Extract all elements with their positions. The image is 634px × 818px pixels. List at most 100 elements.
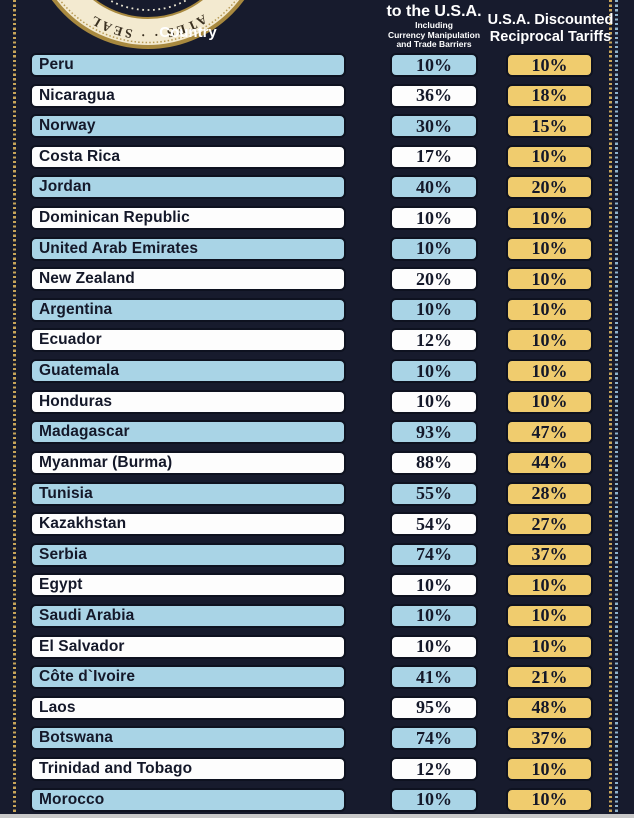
- column-header-country: Country: [159, 24, 217, 41]
- discounted-tariff-cell: 10%: [506, 573, 593, 598]
- tariff-charged-cell: 30%: [390, 114, 478, 139]
- table-row: Peru 10% 10%: [0, 53, 634, 84]
- country-cell: Kazakhstan: [30, 512, 346, 537]
- bottom-edge-strip: [0, 814, 634, 818]
- country-cell: Argentina: [30, 297, 346, 322]
- table-row: Myanmar (Burma) 88% 44%: [0, 450, 634, 482]
- table-row: Kazakhstan 54% 27%: [0, 512, 634, 543]
- tariff-charged-cell: 10%: [390, 787, 478, 812]
- tariff-charged-cell: 74%: [390, 542, 478, 567]
- country-cell: Tunisia: [30, 481, 346, 506]
- discounted-tariff-cell: 10%: [506, 389, 593, 414]
- column-header-discounted-tariffs: U.S.A. Discounted Reciprocal Tariffs: [478, 12, 623, 46]
- tariff-charged-cell: 10%: [390, 573, 478, 598]
- table-row: Ecuador 12% 10%: [0, 328, 634, 359]
- discounted-tariff-cell: 37%: [506, 726, 593, 751]
- discounted-tariff-cell: 44%: [506, 450, 593, 475]
- country-cell: Myanmar (Burma): [30, 450, 346, 475]
- country-cell: Trinidad and Tobago: [30, 757, 346, 782]
- charged-header-sub1: Including: [415, 20, 453, 30]
- table-row: Nicaragua 36% 18%: [0, 83, 634, 115]
- country-cell: Dominican Republic: [30, 206, 346, 231]
- frame-dotted-line-right-gold: [609, 0, 612, 818]
- tariff-charged-cell: 88%: [390, 450, 478, 475]
- country-cell: Côte d`Ivoire: [30, 665, 346, 690]
- country-cell: Madagascar: [30, 420, 346, 445]
- tariff-charged-cell: 10%: [390, 359, 478, 384]
- tariff-charged-cell: 12%: [390, 757, 478, 782]
- tariff-charged-cell: 10%: [390, 236, 478, 261]
- table-row: Madagascar 93% 47%: [0, 420, 634, 451]
- charged-header-main: to the U.S.A.: [386, 3, 482, 20]
- table-row: United Arab Emirates 10% 10%: [0, 236, 634, 268]
- country-cell: Norway: [30, 114, 346, 139]
- discounted-tariff-cell: 27%: [506, 512, 593, 537]
- discounted-tariff-cell: 10%: [506, 297, 593, 322]
- discounted-header-line1: U.S.A. Discounted: [487, 12, 614, 28]
- country-cell: Ecuador: [30, 328, 346, 353]
- table-row: Jordan 40% 20%: [0, 175, 634, 206]
- tariff-charged-cell: 10%: [390, 297, 478, 322]
- discounted-header-line2: Reciprocal Tariffs: [489, 29, 612, 45]
- table-row: Côte d`Ivoire 41% 21%: [0, 665, 634, 696]
- country-cell: Morocco: [30, 787, 346, 812]
- discounted-tariff-cell: 10%: [506, 359, 593, 384]
- discounted-tariff-cell: 18%: [506, 83, 593, 108]
- discounted-tariff-cell: 37%: [506, 542, 593, 567]
- table-row: Honduras 10% 10%: [0, 389, 634, 421]
- presidential-seal-icon: ATES · · SEAL: [0, 0, 300, 52]
- discounted-tariff-cell: 20%: [506, 175, 593, 200]
- table-row: Guatemala 10% 10%: [0, 359, 634, 390]
- tariff-charged-cell: 54%: [390, 512, 478, 537]
- tariff-charged-cell: 17%: [390, 144, 478, 169]
- discounted-tariff-cell: 10%: [506, 328, 593, 353]
- column-header-tariffs-charged: to the U.S.A. Including Currency Manipul…: [354, 2, 514, 50]
- discounted-tariff-cell: 10%: [506, 53, 593, 77]
- tariff-charged-cell: 40%: [390, 175, 478, 200]
- table-row: Tunisia 55% 28%: [0, 481, 634, 513]
- tariff-charged-cell: 41%: [390, 665, 478, 690]
- country-cell: Guatemala: [30, 359, 346, 384]
- table-row: Serbia 74% 37%: [0, 542, 634, 574]
- tariff-charged-cell: 10%: [390, 389, 478, 414]
- country-cell: El Salvador: [30, 634, 346, 659]
- country-cell: Botswana: [30, 726, 346, 751]
- tariff-charged-cell: 74%: [390, 726, 478, 751]
- country-cell: Saudi Arabia: [30, 603, 346, 628]
- table-row: Saudi Arabia 10% 10%: [0, 603, 634, 635]
- country-cell: Peru: [30, 53, 346, 77]
- country-cell: New Zealand: [30, 267, 346, 292]
- discounted-tariff-cell: 21%: [506, 665, 593, 690]
- table-row: Dominican Republic 10% 10%: [0, 206, 634, 237]
- discounted-tariff-cell: 47%: [506, 420, 593, 445]
- table-row: Morocco 10% 10%: [0, 787, 634, 818]
- country-cell: Jordan: [30, 175, 346, 200]
- frame-dotted-line-right-blue: [615, 0, 618, 818]
- table-row: Trinidad and Tobago 12% 10%: [0, 757, 634, 788]
- country-cell: Laos: [30, 695, 346, 720]
- table-row: Costa Rica 17% 10%: [0, 144, 634, 176]
- tariff-charged-cell: 12%: [390, 328, 478, 353]
- discounted-tariff-cell: 28%: [506, 481, 593, 506]
- discounted-tariff-cell: 10%: [506, 634, 593, 659]
- charged-header-sub2: Currency Manipulation: [387, 29, 481, 40]
- tariff-table: Peru 10% 10% Nicaragua 36% 18% Norway 30…: [0, 53, 634, 818]
- tariff-charged-cell: 36%: [390, 83, 478, 108]
- tariff-charged-cell: 10%: [390, 634, 478, 659]
- discounted-tariff-cell: 10%: [506, 144, 593, 169]
- table-row: Laos 95% 48%: [0, 695, 634, 727]
- table-row: Egypt 10% 10%: [0, 573, 634, 604]
- discounted-tariff-cell: 10%: [506, 603, 593, 628]
- table-row: Argentina 10% 10%: [0, 297, 634, 329]
- country-cell: United Arab Emirates: [30, 236, 346, 261]
- tariff-charged-cell: 20%: [390, 267, 478, 292]
- table-row: New Zealand 20% 10%: [0, 267, 634, 298]
- discounted-tariff-cell: 10%: [506, 787, 593, 812]
- discounted-tariff-cell: 10%: [506, 267, 593, 292]
- tariff-charged-cell: 95%: [390, 695, 478, 720]
- tariff-charged-cell: 55%: [390, 481, 478, 506]
- country-cell: Honduras: [30, 389, 346, 414]
- discounted-tariff-cell: 48%: [506, 695, 593, 720]
- tariff-charged-cell: 10%: [390, 206, 478, 231]
- tariff-charged-cell: 10%: [390, 603, 478, 628]
